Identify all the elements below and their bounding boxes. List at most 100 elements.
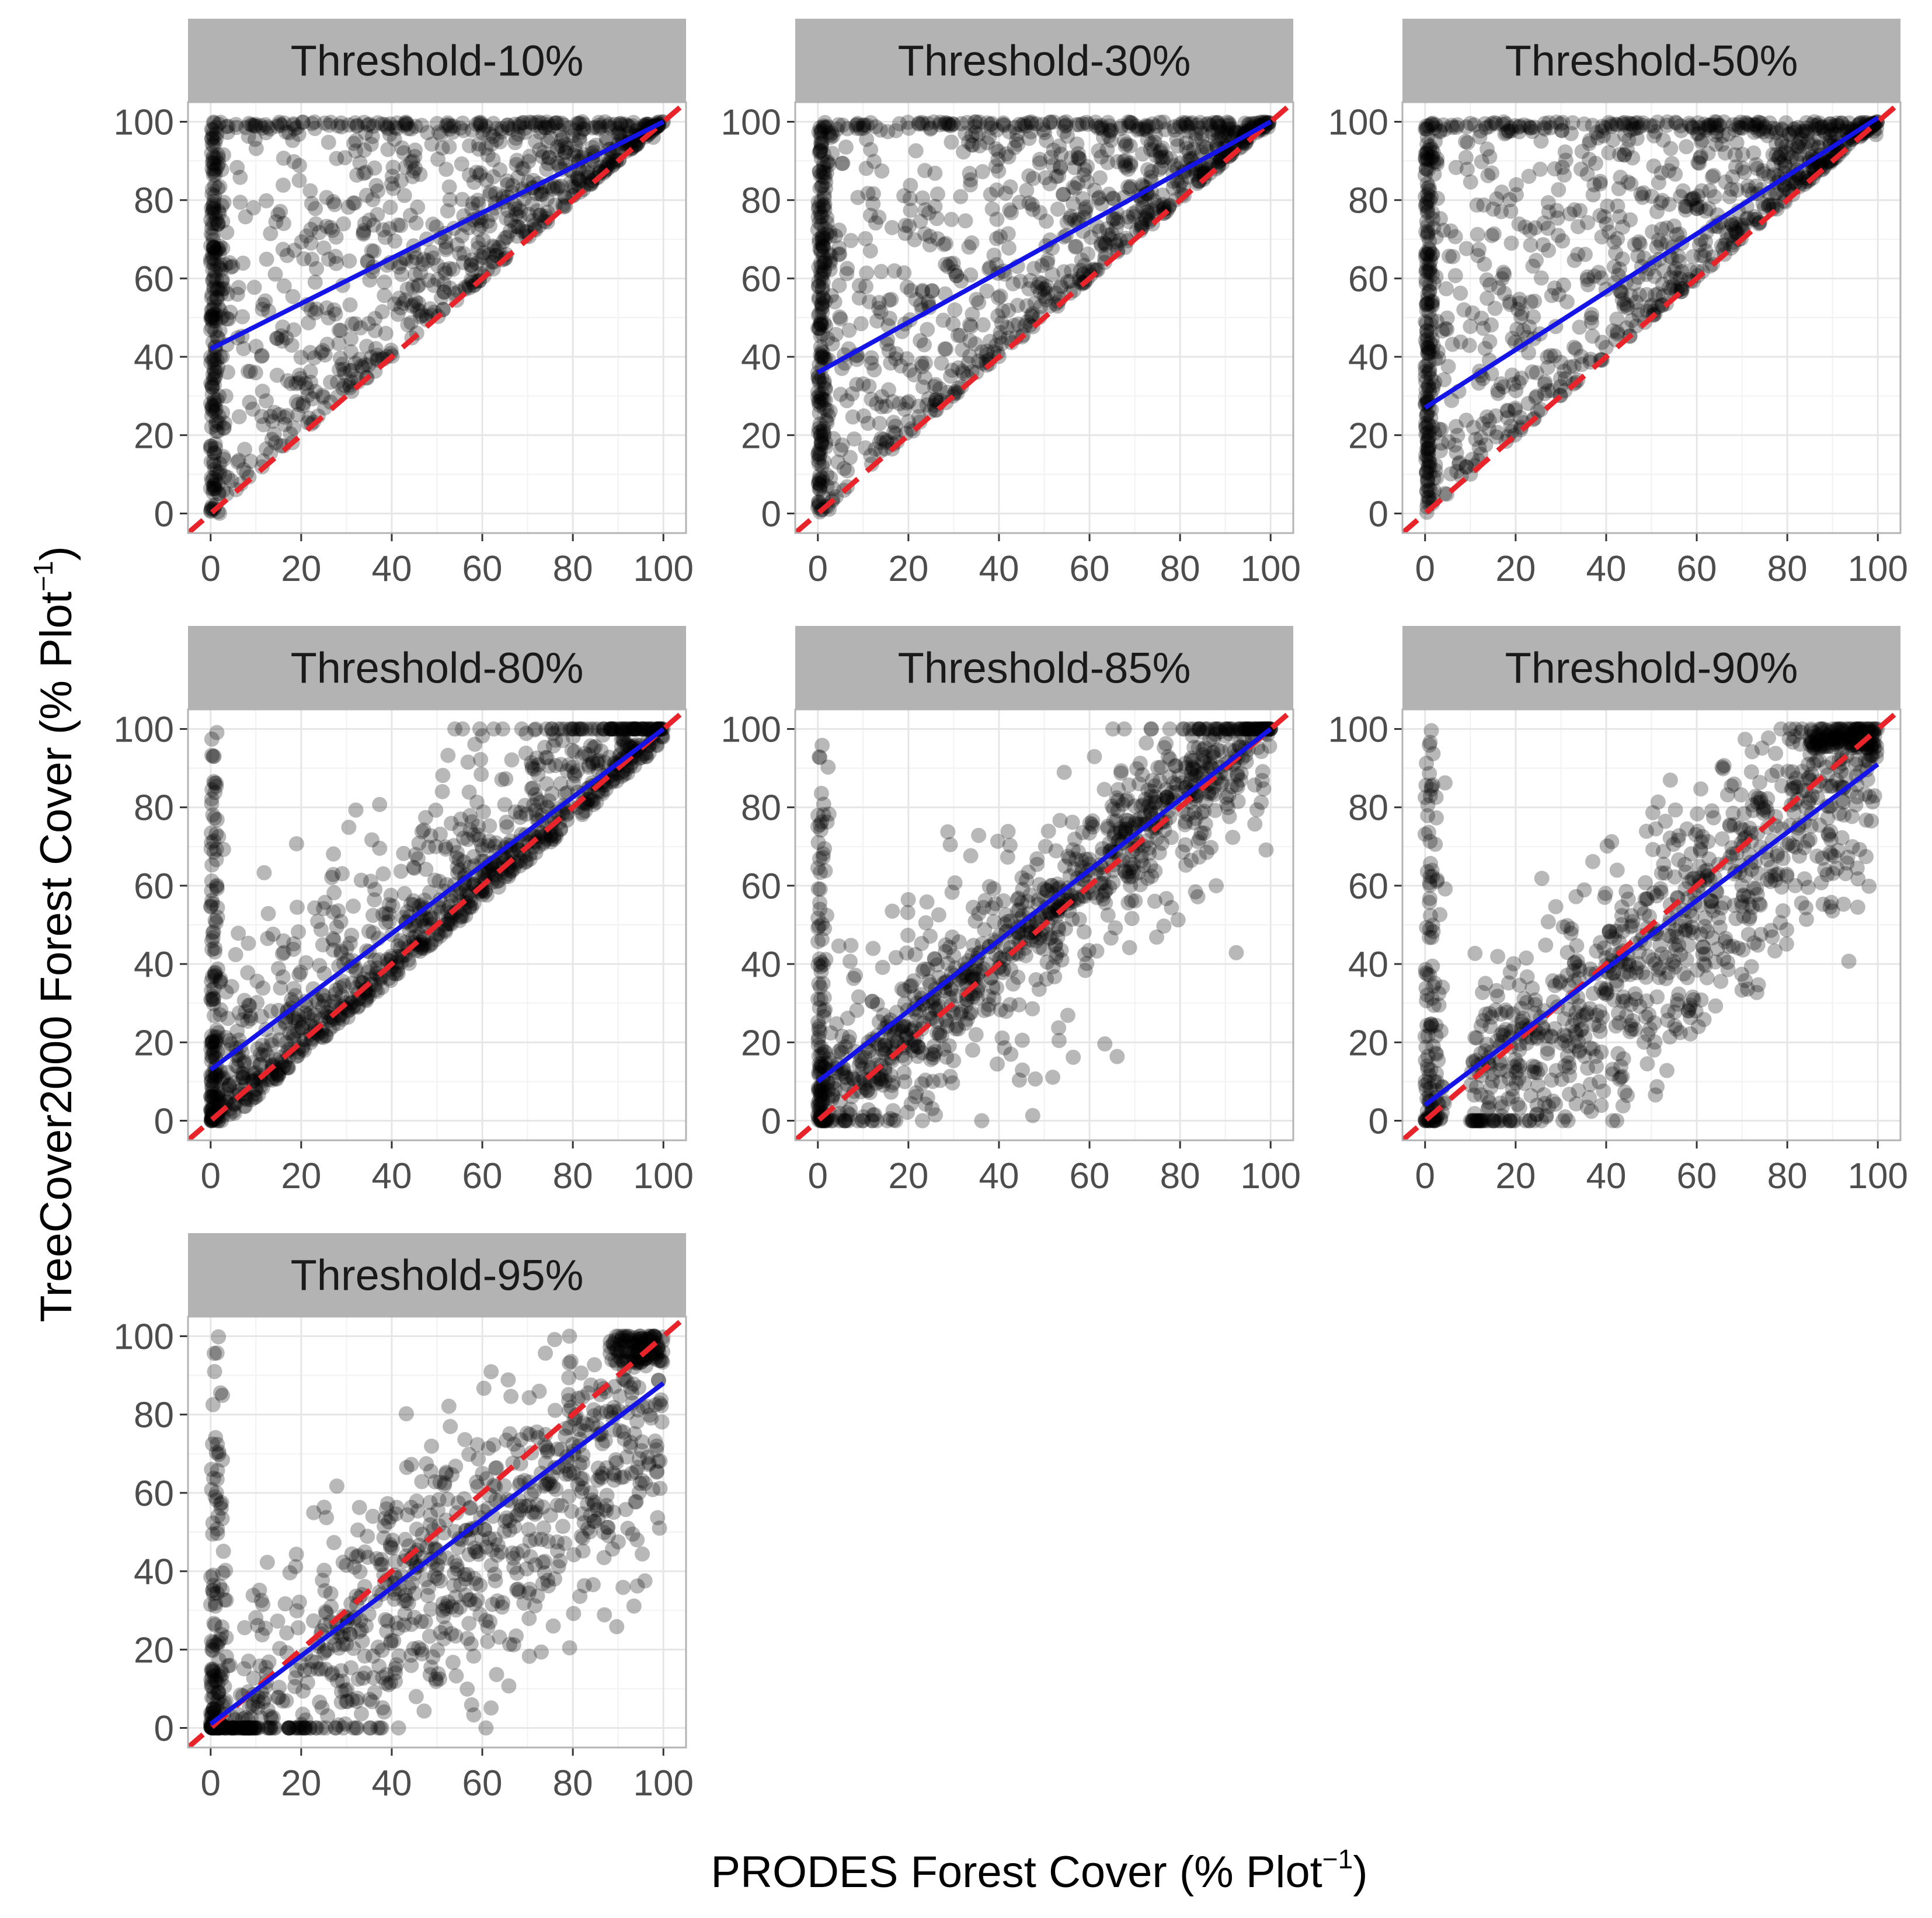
scatter-point: [281, 125, 297, 141]
scatter-point: [1488, 116, 1504, 131]
scatter-point: [1423, 190, 1439, 206]
scatter-point: [536, 144, 552, 160]
scatter-point: [1113, 120, 1129, 136]
scatter-point: [469, 165, 485, 180]
scatter-point: [1444, 392, 1460, 408]
scatter-point: [291, 367, 307, 383]
scatter-point: [832, 246, 848, 262]
scatter-point: [1480, 141, 1495, 157]
scatter-point: [342, 297, 358, 313]
scatter-point: [1419, 218, 1435, 234]
scatter-point: [1471, 375, 1487, 391]
scatter-point: [1760, 128, 1776, 144]
scatter-point: [1821, 153, 1837, 169]
scatter-point: [932, 117, 948, 133]
scatter-point: [1029, 116, 1045, 132]
x-tick-label: 100: [633, 1156, 694, 1196]
scatter-point: [325, 194, 341, 210]
scatter-point: [814, 124, 830, 140]
scatter-point: [256, 417, 271, 433]
scatter-point: [456, 123, 472, 138]
scatter-point: [1143, 169, 1158, 185]
scatter-point: [1000, 849, 1015, 865]
scatter-point: [1724, 217, 1739, 232]
scatter-point: [597, 114, 613, 130]
scatter-point: [930, 231, 946, 247]
scatter-point: [1021, 115, 1036, 131]
scatter-point: [1211, 130, 1227, 146]
scatter-point: [507, 116, 523, 132]
scatter-point: [358, 187, 374, 203]
scatter-point: [984, 201, 1000, 217]
scatter-point: [873, 264, 889, 280]
scatter-point: [827, 294, 843, 309]
scatter-point: [387, 296, 403, 312]
scatter-point: [1050, 201, 1066, 217]
x-tick-label: 60: [1677, 549, 1717, 589]
scatter-point: [478, 140, 494, 156]
scatter-point: [598, 130, 614, 146]
scatter-point: [1063, 150, 1079, 166]
scatter-point: [958, 126, 973, 141]
scatter-point: [214, 273, 230, 289]
scatter-point: [205, 313, 221, 329]
scatter-point: [206, 239, 221, 255]
scatter-point: [1693, 248, 1709, 263]
scatter-point: [293, 965, 308, 980]
scatter-point: [810, 453, 826, 469]
panel-plot-area: [1402, 102, 1900, 533]
scatter-point: [1659, 117, 1675, 133]
scatter-point: [1042, 114, 1058, 130]
scatter-point: [1448, 159, 1464, 175]
scatter-point: [213, 257, 228, 273]
scatter-point: [319, 218, 335, 234]
scatter-point: [1212, 154, 1227, 169]
scatter-point: [1106, 212, 1122, 228]
scatter-point: [816, 146, 831, 162]
scatter-point: [1549, 203, 1565, 218]
scatter-point: [1499, 402, 1515, 418]
scatter-point: [342, 377, 358, 393]
scatter-point: [510, 127, 526, 142]
scatter-point: [1651, 232, 1666, 248]
scatter-point: [1186, 141, 1202, 157]
x-tick-label: 100: [1848, 549, 1908, 589]
scatter-point: [466, 175, 482, 190]
scatter-point: [1567, 202, 1582, 218]
scatter-point: [210, 217, 225, 232]
scatter-point: [358, 165, 374, 180]
scatter-point: [474, 217, 489, 233]
scatter-point: [207, 1038, 222, 1054]
scatter-point: [511, 842, 527, 858]
scatter-point: [1004, 205, 1019, 221]
scatter-point: [817, 255, 833, 270]
scatter-point: [473, 165, 489, 181]
scatter-point: [1583, 310, 1599, 326]
scatter-point: [451, 852, 467, 868]
scatter-point: [1708, 137, 1724, 152]
scatter-point: [476, 245, 492, 260]
scatter-point: [204, 186, 220, 202]
scatter-point: [1429, 151, 1445, 167]
scatter-point: [860, 415, 876, 431]
scatter-point: [1752, 114, 1767, 130]
scatter-point: [311, 225, 327, 241]
scatter-point: [1424, 149, 1440, 165]
scatter-point: [208, 423, 224, 439]
scatter-point: [610, 126, 626, 141]
scatter-point: [821, 157, 837, 173]
scatter-point: [819, 215, 835, 231]
scatter-point: [1428, 229, 1444, 245]
scatter-point: [810, 308, 826, 323]
scatter-point: [1823, 122, 1839, 138]
scatter-point: [495, 234, 511, 250]
scatter-point: [1425, 344, 1440, 360]
scatter-point: [211, 241, 227, 257]
scatter-point: [208, 272, 224, 288]
scatter-point: [1655, 276, 1670, 292]
scatter-point: [325, 931, 341, 946]
scatter-point: [203, 349, 218, 365]
scatter-point: [203, 396, 218, 412]
scatter-point: [1822, 116, 1838, 132]
